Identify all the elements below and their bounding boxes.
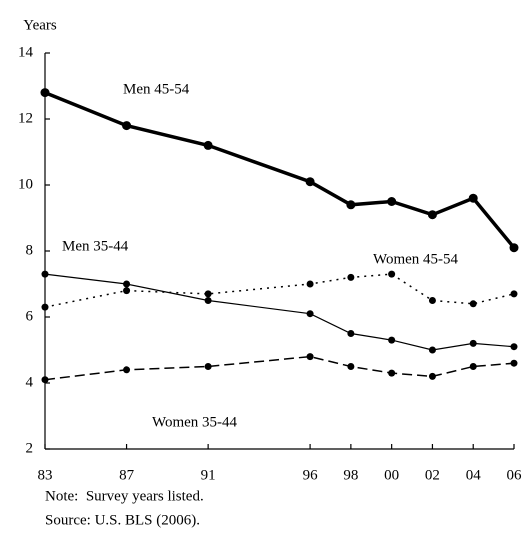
data-point xyxy=(428,297,436,304)
data-point xyxy=(204,297,212,304)
series-line xyxy=(44,273,515,351)
x-tick-label: 02 xyxy=(425,467,440,483)
data-point xyxy=(40,88,50,98)
data-point xyxy=(387,197,397,206)
series-label: Men 35-44 xyxy=(62,238,129,254)
y-tick-label: 14 xyxy=(18,44,34,60)
data-point xyxy=(469,363,477,370)
data-point xyxy=(469,300,477,308)
data-point xyxy=(306,310,314,318)
y-tick-label: 4 xyxy=(26,374,34,390)
data-point xyxy=(123,366,131,374)
x-tick-label: 00 xyxy=(384,467,399,483)
x-tick-label: 87 xyxy=(119,467,135,483)
y-tick-label: 2 xyxy=(26,440,34,456)
data-point xyxy=(347,273,355,281)
data-point xyxy=(510,343,518,351)
data-point xyxy=(204,363,212,370)
series-line xyxy=(44,90,516,249)
y-axis-label: Years xyxy=(23,17,57,33)
series-label: Women 45-54 xyxy=(373,251,459,267)
x-tick-label: 91 xyxy=(201,467,216,483)
data-point xyxy=(509,243,519,253)
series-line xyxy=(44,355,515,381)
x-tick-label: 06 xyxy=(507,467,523,483)
data-point xyxy=(203,140,213,150)
series-line xyxy=(44,273,515,308)
data-point xyxy=(305,177,315,187)
y-tick-label: 10 xyxy=(18,176,33,192)
data-point xyxy=(41,376,49,384)
y-tick-label: 6 xyxy=(26,308,34,324)
x-tick-label: 83 xyxy=(38,467,53,483)
data-point xyxy=(347,363,355,370)
data-point xyxy=(427,210,437,220)
data-point xyxy=(428,372,436,380)
data-point xyxy=(468,193,478,203)
x-tick-label: 04 xyxy=(466,467,482,483)
data-point xyxy=(388,369,396,377)
data-point xyxy=(388,336,396,344)
y-tick-label: 12 xyxy=(18,110,33,126)
data-point xyxy=(306,280,314,288)
x-tick-label: 96 xyxy=(303,467,319,483)
data-point xyxy=(123,280,131,288)
data-point xyxy=(347,330,355,337)
data-point xyxy=(41,303,49,311)
data-point xyxy=(388,270,396,278)
data-point xyxy=(306,353,314,361)
data-point xyxy=(428,346,436,354)
series-label: Men 45-54 xyxy=(123,81,190,97)
data-point xyxy=(41,270,49,278)
series-label: Women 35-44 xyxy=(152,414,238,430)
x-tick-label: 98 xyxy=(343,467,358,483)
note: Note: Survey years listed. xyxy=(45,488,204,504)
data-point xyxy=(510,290,518,298)
y-tick-label: 8 xyxy=(26,242,34,258)
data-point xyxy=(469,339,477,347)
data-point xyxy=(510,359,518,367)
data-point xyxy=(122,121,132,131)
source: Source: U.S. BLS (2006). xyxy=(45,512,200,528)
data-point xyxy=(204,290,212,298)
data-point xyxy=(346,200,356,210)
data-point xyxy=(123,287,131,295)
